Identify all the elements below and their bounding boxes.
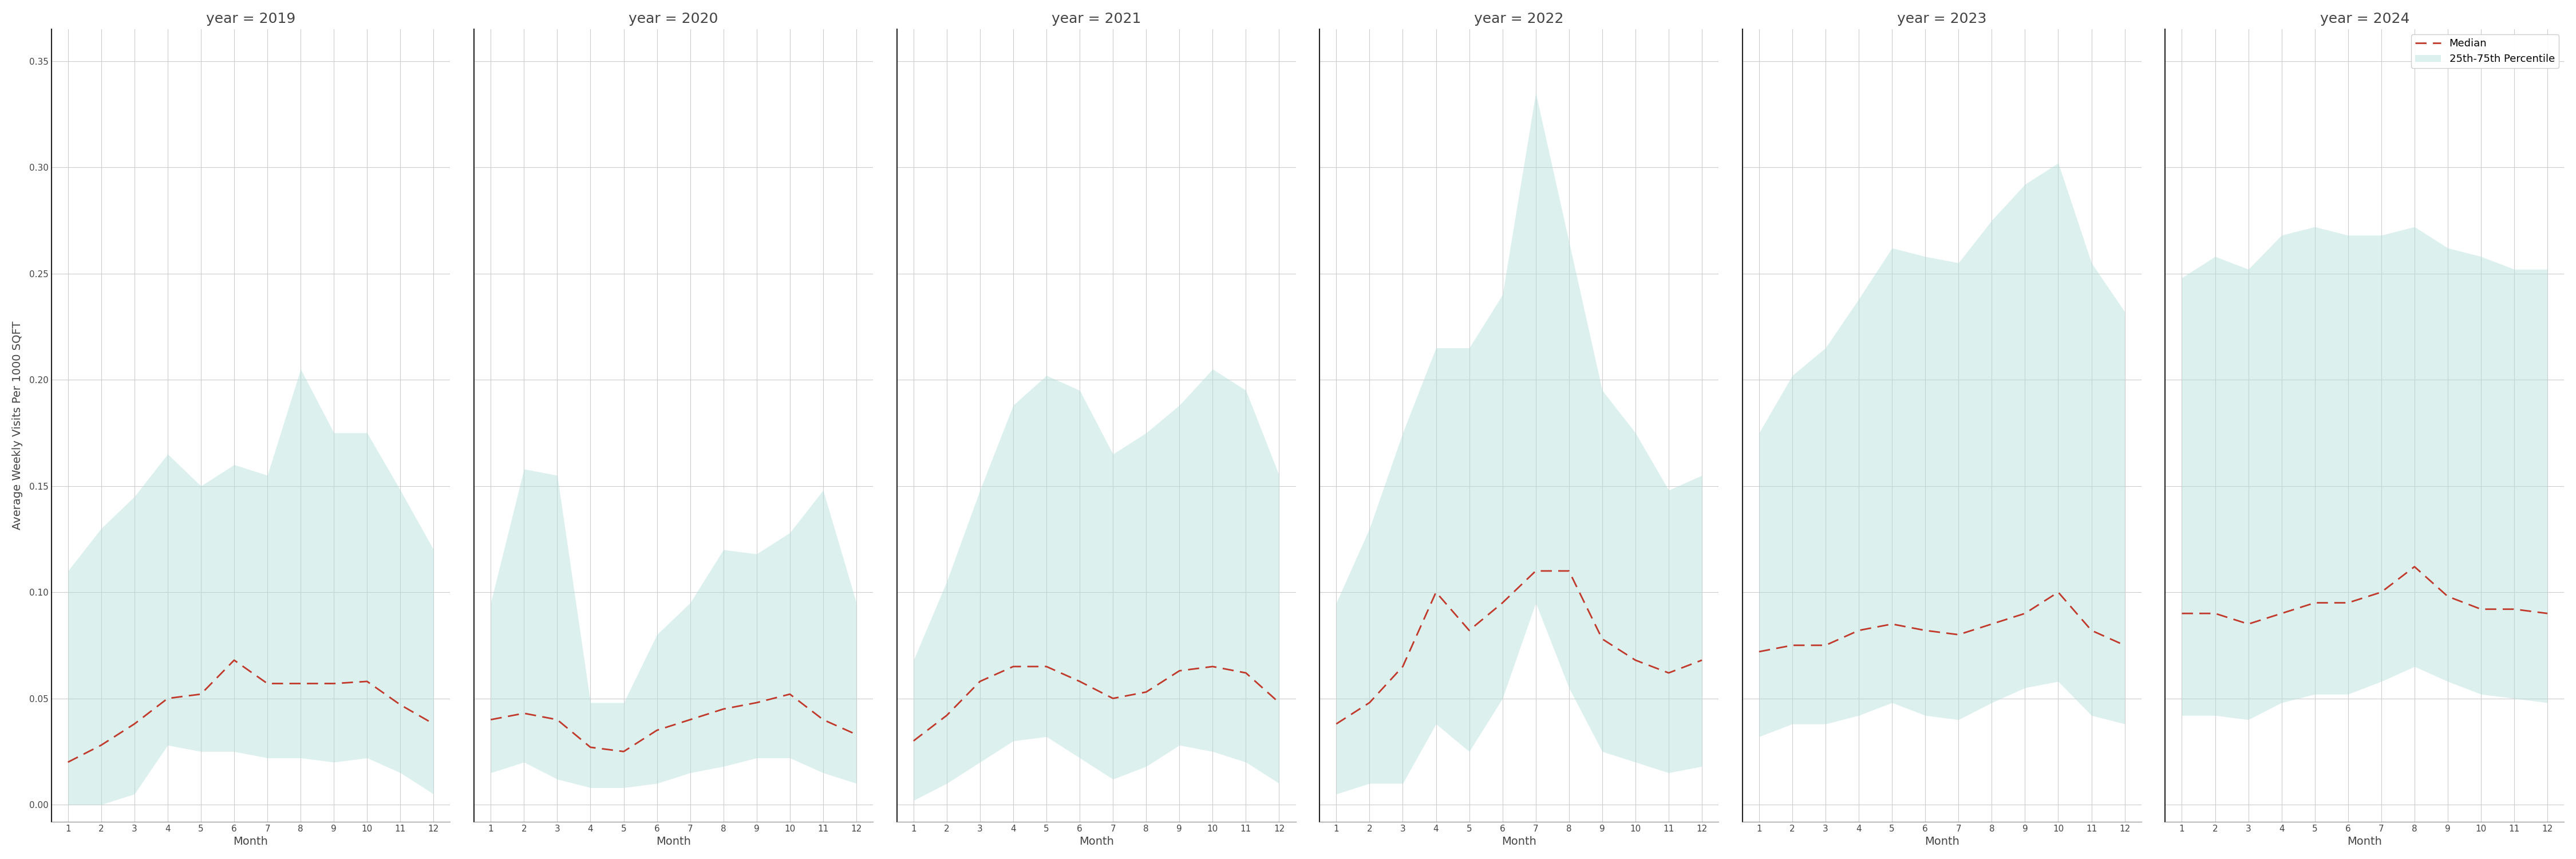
X-axis label: Month: Month (657, 836, 690, 847)
Title: year = 2023: year = 2023 (1896, 12, 1986, 26)
X-axis label: Month: Month (1079, 836, 1113, 847)
Title: year = 2020: year = 2020 (629, 12, 719, 26)
X-axis label: Month: Month (2347, 836, 2383, 847)
Title: year = 2022: year = 2022 (1473, 12, 1564, 26)
Title: year = 2024: year = 2024 (2321, 12, 2409, 26)
Legend: Median, 25th-75th Percentile: Median, 25th-75th Percentile (2411, 34, 2558, 69)
Y-axis label: Average Weekly Visits Per 1000 SQFT: Average Weekly Visits Per 1000 SQFT (13, 321, 23, 530)
Title: year = 2019: year = 2019 (206, 12, 296, 26)
X-axis label: Month: Month (1502, 836, 1535, 847)
X-axis label: Month: Month (234, 836, 268, 847)
X-axis label: Month: Month (1924, 836, 1960, 847)
Title: year = 2021: year = 2021 (1051, 12, 1141, 26)
